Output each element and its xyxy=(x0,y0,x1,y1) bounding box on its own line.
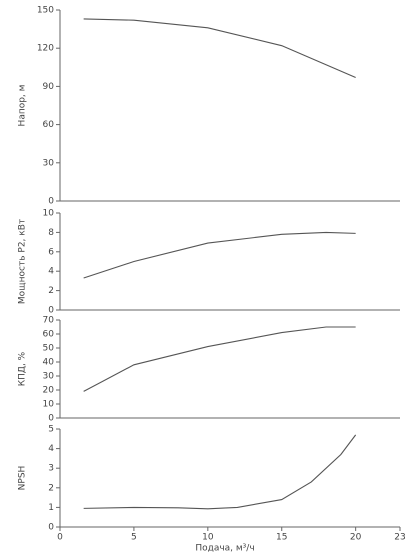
x-tick-label: 20 xyxy=(350,533,362,543)
y-tick-label: 70 xyxy=(43,316,55,326)
y-tick-label: 4 xyxy=(48,267,54,277)
y-tick-label: 0 xyxy=(48,414,54,424)
x-axis-label: Подача, м³/ч xyxy=(195,544,254,554)
y-tick-label: 150 xyxy=(37,6,54,16)
y-tick-label: 0 xyxy=(48,306,54,316)
y-tick-label: 2 xyxy=(48,483,54,493)
curve xyxy=(83,326,356,392)
x-tick-label: 15 xyxy=(276,533,287,543)
curve xyxy=(83,18,356,78)
y-tick-label: 10 xyxy=(43,400,55,410)
y-tick-label: 0 xyxy=(48,197,54,207)
y-tick-label: 40 xyxy=(43,358,55,368)
y-tick-label: 4 xyxy=(48,444,54,454)
y-tick-label: 2 xyxy=(48,286,54,296)
y-tick-label: 3 xyxy=(48,464,54,474)
y-tick-label: 6 xyxy=(48,247,54,257)
y-tick-label: 30 xyxy=(43,372,55,382)
curve xyxy=(83,434,357,510)
y-tick-label: 0 xyxy=(48,523,54,533)
curve xyxy=(83,231,356,279)
y-axis-label: Мощность P2, кВт xyxy=(18,219,28,304)
y-tick-label: 90 xyxy=(43,82,55,92)
x-tick-label: 0 xyxy=(57,533,63,543)
y-tick-label: 30 xyxy=(43,158,55,168)
y-tick-label: 50 xyxy=(43,344,55,354)
y-tick-label: 120 xyxy=(37,44,54,54)
y-axis-label: NPSH xyxy=(18,466,28,491)
y-axis-label: Напор, м xyxy=(18,85,28,127)
x-tick-label: 10 xyxy=(202,533,214,543)
y-tick-label: 60 xyxy=(43,330,55,340)
x-tick-label: 23 xyxy=(394,533,405,543)
y-axis-label: КПД, % xyxy=(18,351,28,386)
y-tick-label: 60 xyxy=(43,120,55,130)
y-tick-label: 20 xyxy=(43,386,55,396)
y-tick-label: 8 xyxy=(48,228,54,238)
y-tick-label: 5 xyxy=(48,425,54,435)
x-tick-label: 5 xyxy=(131,533,137,543)
y-tick-label: 10 xyxy=(43,209,55,219)
y-tick-label: 1 xyxy=(48,503,54,513)
